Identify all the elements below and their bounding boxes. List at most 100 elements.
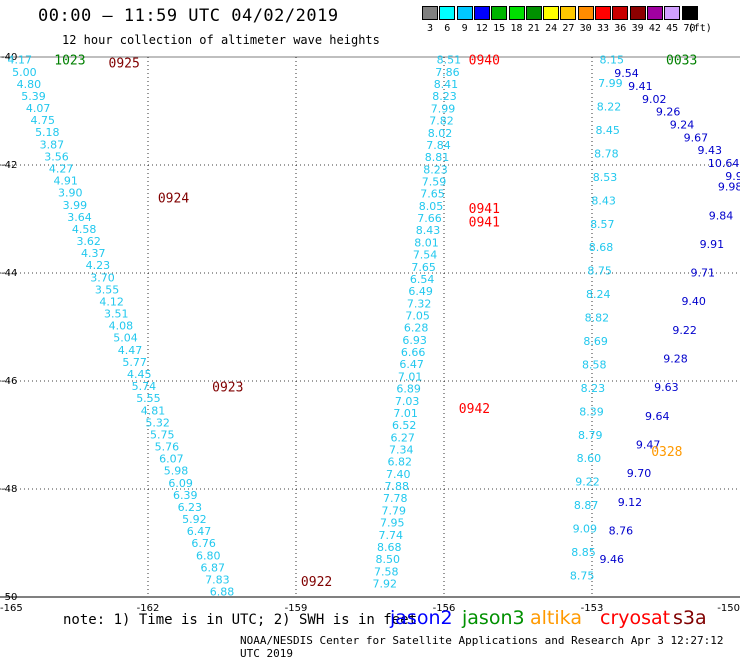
pass-time-label: 0922	[301, 575, 332, 590]
swh-value: 8.23	[423, 163, 448, 176]
legend-swatch	[629, 6, 646, 20]
swh-value: 6.27	[390, 431, 415, 444]
swh-value: 8.22	[597, 101, 622, 114]
swh-value: 8.60	[577, 452, 602, 465]
swh-value: 3.51	[104, 308, 129, 321]
swh-value: 4.80	[17, 78, 42, 91]
swh-value: 8.50	[376, 553, 401, 566]
legend-label: 36	[614, 23, 627, 34]
pass-time-label: 0328	[651, 445, 682, 460]
swh-value: 9.64	[645, 410, 670, 423]
swh-value: 9.12	[618, 496, 643, 509]
swh-value: 7.65	[411, 261, 436, 274]
swh-value: 5.18	[35, 126, 60, 139]
swh-value: 9.70	[627, 467, 652, 480]
swh-value: 9.54	[614, 67, 639, 80]
swh-value: 6.07	[159, 453, 184, 466]
swh-value: 8.24	[586, 288, 611, 301]
swh-value: 7.92	[373, 578, 398, 591]
swh-value: 4.45	[127, 368, 152, 381]
swh-value: 5.32	[145, 416, 170, 429]
swh-value: 8.81	[425, 151, 450, 164]
swh-value: 6.82	[387, 456, 412, 469]
swh-value: 9.02	[642, 93, 667, 106]
swh-value: 4.81	[141, 404, 166, 417]
swh-value: 4.91	[53, 175, 78, 188]
satellite-jason2: jason2	[390, 607, 453, 629]
footnote: note: 1) Time is in UTC; 2) SWH is in fe…	[63, 612, 418, 628]
legend-swatch	[543, 6, 560, 20]
swh-value: 4.23	[86, 259, 111, 272]
swh-value: 4.07	[26, 102, 51, 115]
swh-value: 8.82	[585, 312, 610, 325]
swh-value: 7.95	[380, 517, 405, 530]
swh-value: 8.57	[590, 218, 615, 231]
swh-value: 6.47	[399, 358, 424, 371]
swh-value: 9.47	[636, 439, 661, 452]
swh-value: 8.58	[582, 358, 607, 371]
pass-time-label: 0925	[109, 56, 140, 71]
legend-swatch	[491, 6, 508, 20]
swh-value: 5.74	[132, 380, 157, 393]
swh-value: 6.66	[401, 346, 426, 359]
swh-value: 3.55	[95, 283, 120, 296]
swh-value: 8.23	[432, 90, 457, 103]
swh-value: 8.05	[419, 200, 444, 213]
pass-time-label: 0940	[469, 54, 500, 69]
legend-label: 27	[562, 23, 575, 34]
swh-value: 4.12	[99, 295, 124, 308]
swh-value: 7.78	[383, 492, 408, 505]
swh-value: 8.45	[595, 124, 620, 137]
satellite-altika: altika	[530, 607, 582, 629]
swh-value: 9.26	[656, 106, 681, 119]
lon-tick-label: -162	[137, 603, 160, 614]
swh-value: 8.76	[609, 525, 634, 538]
swh-value: 6.93	[402, 334, 427, 347]
swh-value: 6.28	[404, 322, 429, 335]
swh-value: 5.77	[122, 356, 147, 369]
lat-tick-label: -50	[1, 592, 17, 603]
swh-value: 7.99	[431, 102, 456, 115]
satellite-s3a: s3a	[673, 607, 707, 629]
legend-swatch	[646, 6, 663, 20]
swh-value: 8.39	[579, 405, 604, 418]
legend-swatch	[456, 6, 473, 20]
swh-value: 7.82	[429, 115, 454, 128]
swh-value: 9.63	[654, 381, 679, 394]
swh-value: 7.84	[426, 139, 451, 152]
satellite-jason3: jason3	[462, 607, 525, 629]
swh-value: 7.66	[417, 212, 442, 225]
swh-value: 7.34	[389, 444, 414, 457]
swh-value: 7.59	[422, 176, 447, 189]
swh-value: 6.52	[392, 419, 417, 432]
swh-value: 8.78	[594, 147, 619, 160]
swh-value: 7.32	[407, 297, 432, 310]
pass-time-label: 0941	[469, 202, 500, 217]
swh-value: 9.43	[698, 144, 723, 157]
swh-value: 7.03	[395, 395, 420, 408]
legend-label: 6	[444, 23, 451, 34]
swh-value: 6.89	[396, 383, 421, 396]
swh-value: 5.55	[136, 392, 161, 405]
legend-swatch	[595, 6, 611, 20]
swh-value: 6.87	[201, 561, 226, 574]
swh-value: 7.83	[205, 574, 230, 587]
legend-label: 33	[596, 23, 610, 34]
swh-value: 4.58	[72, 223, 97, 236]
pass-time-label: 0033	[666, 54, 697, 69]
swh-value: 8.43	[591, 194, 616, 207]
swh-value: 8.51	[437, 54, 462, 67]
legend-label: 24	[545, 23, 558, 34]
swh-value: 8.75	[570, 569, 595, 582]
swh-value: 3.90	[58, 187, 83, 200]
swh-value: 8.68	[377, 541, 402, 554]
lat-tick-label: -48	[1, 484, 17, 495]
swh-value: 5.76	[155, 441, 180, 454]
lon-tick-label: -159	[285, 603, 308, 614]
swh-value: 7.01	[398, 370, 423, 383]
legend-swatch	[560, 6, 577, 20]
legend-swatch	[508, 6, 525, 20]
swh-value: 5.00	[12, 66, 37, 79]
swh-value: 9.71	[691, 267, 716, 280]
swh-value: 7.99	[598, 77, 623, 90]
